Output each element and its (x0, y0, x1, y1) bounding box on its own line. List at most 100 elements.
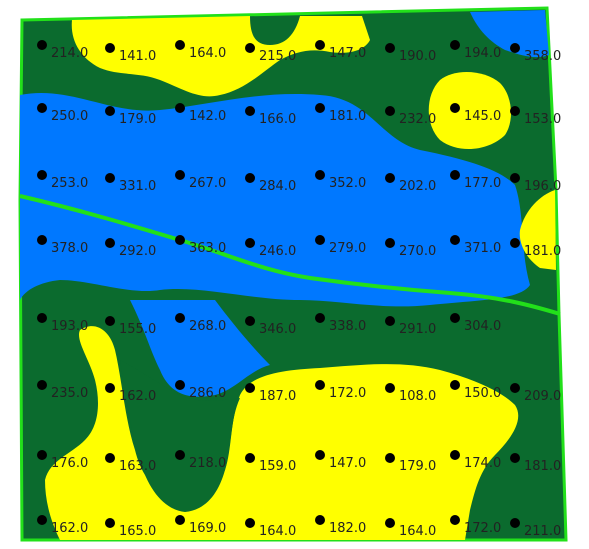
sample-point-marker (175, 313, 185, 323)
sample-point-label: 172.0 (329, 386, 366, 401)
sample-point-marker (105, 43, 115, 53)
sample-point-marker (450, 235, 460, 245)
yellow-zone (71, 16, 370, 97)
sample-point-marker (105, 453, 115, 463)
sample-point-label: 159.0 (259, 459, 296, 474)
sample-point-label: 153.0 (524, 112, 561, 127)
sample-point-marker (105, 316, 115, 326)
sample-point-marker (315, 40, 325, 50)
sample-point-label: 177.0 (464, 176, 501, 191)
sample-point-marker (175, 170, 185, 180)
sample-point-marker (315, 380, 325, 390)
sample-point-label: 352.0 (329, 176, 366, 191)
sample-point-label: 291.0 (399, 322, 436, 337)
sample-point-label: 147.0 (329, 456, 366, 471)
sample-point-marker (385, 106, 395, 116)
sample-point-label: 268.0 (189, 319, 226, 334)
sample-point-label: 193.0 (51, 319, 88, 334)
green-zone (120, 360, 240, 512)
sample-point-marker (510, 518, 520, 528)
sample-point-marker (175, 515, 185, 525)
sample-point-marker (315, 235, 325, 245)
sample-point-label: 292.0 (119, 244, 156, 259)
sample-point-marker (450, 170, 460, 180)
sample-point-marker (450, 313, 460, 323)
sample-point-label: 363.0 (189, 241, 226, 256)
sample-point-label: 181.0 (524, 244, 561, 259)
sample-point-label: 371.0 (464, 241, 501, 256)
sample-point-label: 358.0 (524, 49, 561, 64)
boundary-line (19, 194, 561, 316)
sample-point-marker (37, 235, 47, 245)
sample-point-marker (385, 518, 395, 528)
sample-point-marker (510, 173, 520, 183)
sample-point-marker (315, 450, 325, 460)
sample-point-marker (245, 173, 255, 183)
sample-point-marker (385, 173, 395, 183)
sample-point-marker (175, 40, 185, 50)
sample-point-marker (105, 106, 115, 116)
sample-point-marker (245, 383, 255, 393)
sample-point-label: 338.0 (329, 319, 366, 334)
sample-point-marker (37, 103, 47, 113)
sample-point-marker (245, 43, 255, 53)
sample-point-label: 163.0 (119, 459, 156, 474)
sample-point-label: 108.0 (399, 389, 436, 404)
sample-point-marker (315, 515, 325, 525)
sample-point-label: 202.0 (399, 179, 436, 194)
sample-point-marker (510, 106, 520, 116)
sample-point-marker (175, 235, 185, 245)
sample-point-marker (385, 43, 395, 53)
sample-point-marker (37, 515, 47, 525)
sample-point-label: 181.0 (524, 459, 561, 474)
sample-point-marker (175, 450, 185, 460)
sample-point-marker (37, 170, 47, 180)
sample-point-label: 284.0 (259, 179, 296, 194)
sample-point-label: 378.0 (51, 241, 88, 256)
sample-point-label: 187.0 (259, 389, 296, 404)
sample-point-label: 182.0 (329, 521, 366, 536)
sample-point-label: 165.0 (119, 524, 156, 539)
sample-point-label: 155.0 (119, 322, 156, 337)
sample-point-marker (245, 238, 255, 248)
sample-point-label: 162.0 (119, 389, 156, 404)
sample-point-marker (450, 515, 460, 525)
sample-point-label: 176.0 (51, 456, 88, 471)
sample-point-marker (175, 380, 185, 390)
sample-point-label: 141.0 (119, 49, 156, 64)
sample-point-label: 142.0 (189, 109, 226, 124)
sample-point-label: 232.0 (399, 112, 436, 127)
sample-point-marker (245, 106, 255, 116)
sample-point-label: 194.0 (464, 46, 501, 61)
sample-point-marker (105, 173, 115, 183)
sample-point-marker (315, 103, 325, 113)
yellow-zone (428, 72, 512, 150)
sample-point-label: 267.0 (189, 176, 226, 191)
sample-point-marker (37, 450, 47, 460)
sample-point-marker (37, 380, 47, 390)
sample-point-label: 169.0 (189, 521, 226, 536)
blue-zone (20, 92, 530, 307)
sample-point-label: 164.0 (399, 524, 436, 539)
sample-point-marker (245, 316, 255, 326)
sample-point-marker (175, 103, 185, 113)
blue-zone (130, 300, 270, 397)
sample-point-label: 211.0 (524, 524, 561, 539)
sample-point-marker (450, 40, 460, 50)
blue-zone (470, 10, 549, 58)
sample-point-marker (510, 453, 520, 463)
sample-point-label: 215.0 (259, 49, 296, 64)
sample-point-marker (510, 383, 520, 393)
sample-point-label: 145.0 (464, 109, 501, 124)
yellow-zone (45, 326, 519, 540)
sample-point-label: 174.0 (464, 456, 501, 471)
sample-point-label: 190.0 (399, 49, 436, 64)
sample-point-marker (450, 450, 460, 460)
sample-point-marker (315, 313, 325, 323)
sample-point-label: 331.0 (119, 179, 156, 194)
sample-point-marker (37, 313, 47, 323)
sample-point-marker (315, 170, 325, 180)
sample-point-label: 164.0 (189, 46, 226, 61)
